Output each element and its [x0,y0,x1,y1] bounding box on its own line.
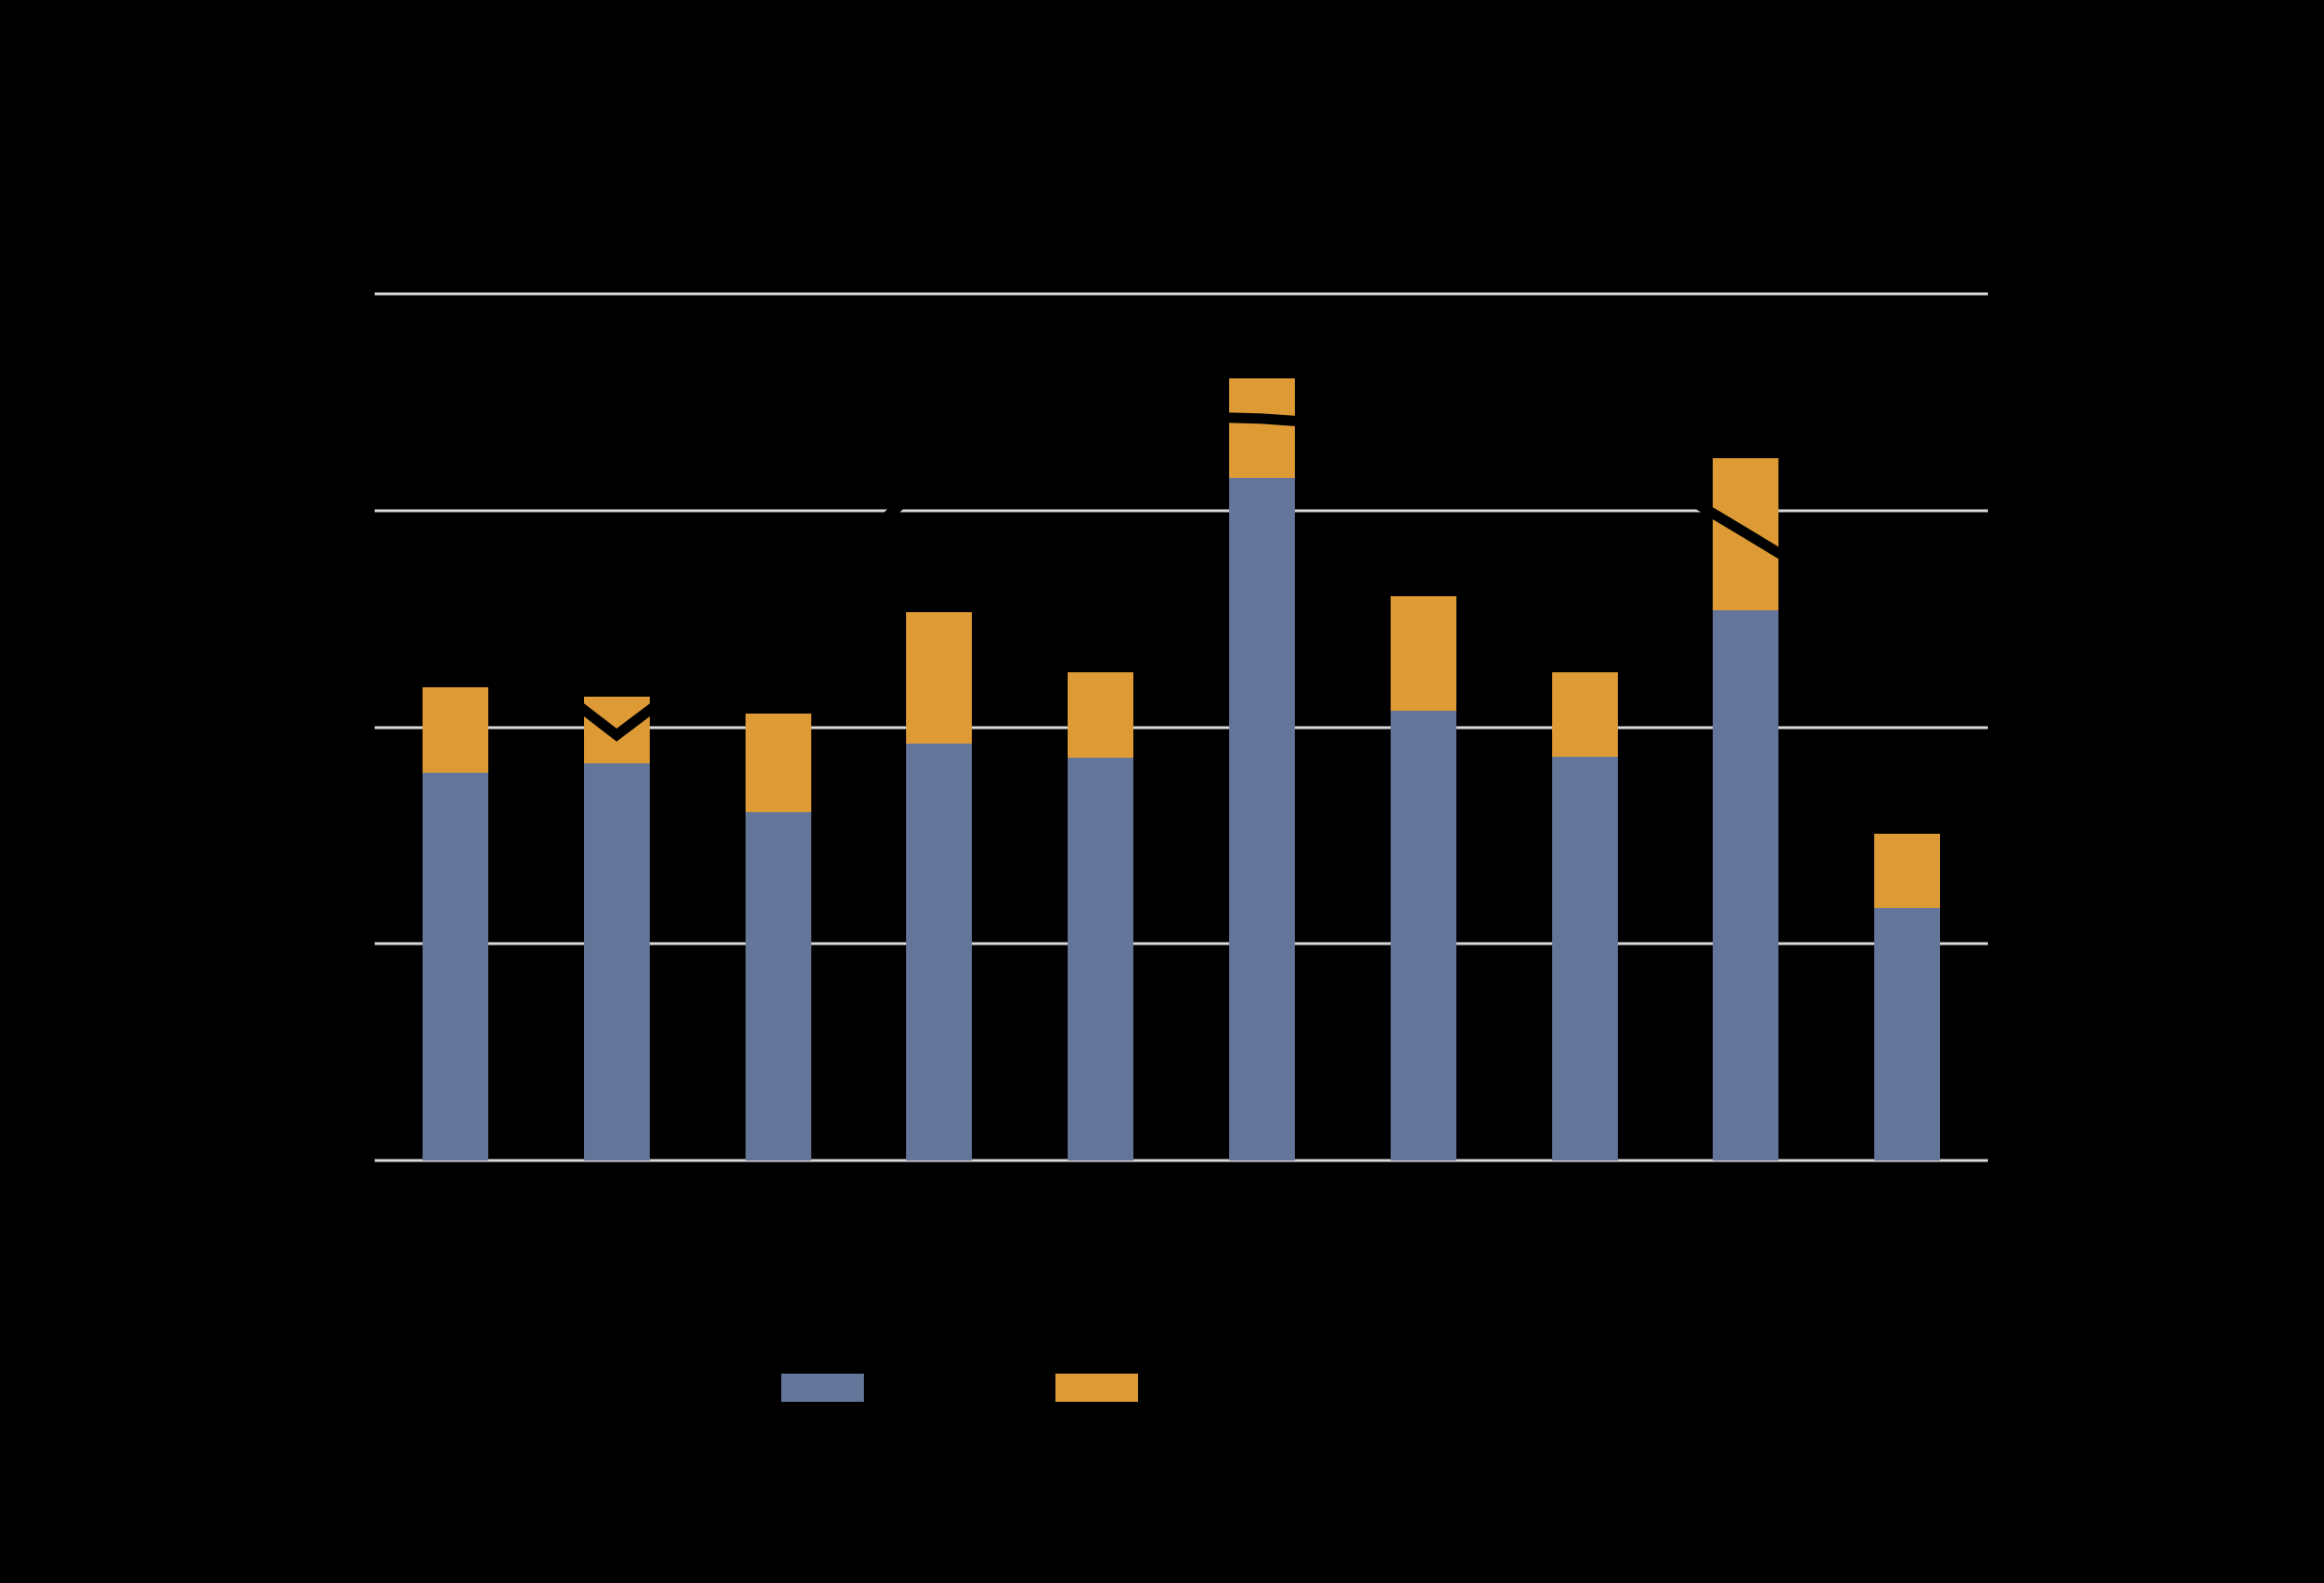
legend-swatch-blue [781,1374,864,1402]
bar-blue-segment [906,744,973,1160]
line-series [452,408,1910,742]
bar-orange-segment [906,612,973,745]
bar-orange-segment [1874,834,1941,908]
legend-swatch-orange [1055,1374,1138,1402]
gridline [375,942,1988,945]
bar-orange-segment [1390,596,1456,711]
bar-blue-segment [1874,907,1941,1160]
bar-blue-segment [1390,710,1456,1160]
bar-blue-segment [1713,609,1779,1160]
bar-orange-segment [1228,377,1295,479]
bar-blue-segment [422,772,488,1160]
bar-blue-segment [583,762,650,1160]
plot-area [375,292,1988,1162]
bar-blue-segment [1228,478,1295,1160]
bar-blue-segment [1551,756,1618,1160]
bar-orange-segment [583,696,650,763]
gridline-baseline [375,1159,1988,1162]
bar-orange-segment [745,713,811,812]
bar-orange-segment [1713,457,1779,610]
bar-orange-segment [422,687,488,773]
legend [0,1374,2324,1402]
bar-blue-segment [1068,757,1134,1160]
gridline [375,292,1988,296]
bar-blue-segment [745,811,811,1160]
bar-orange-segment [1551,671,1618,757]
bar-orange-segment [1068,671,1134,758]
